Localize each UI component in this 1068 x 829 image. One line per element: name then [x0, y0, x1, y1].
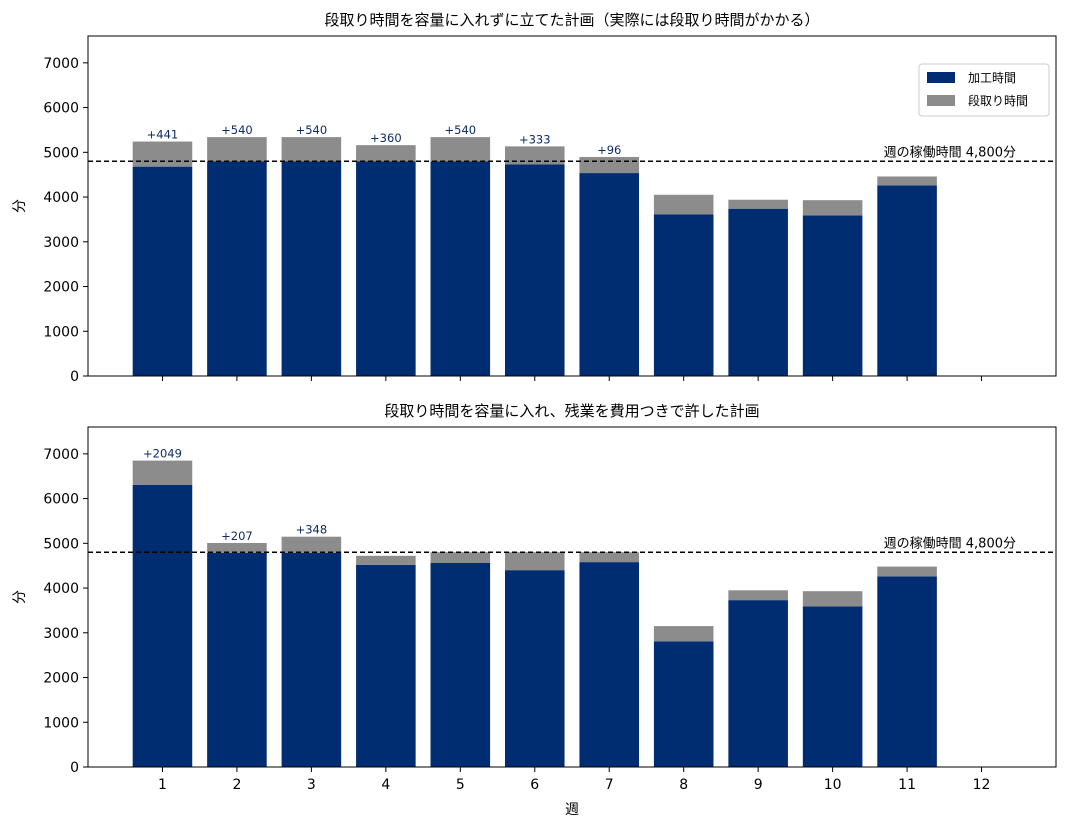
bar-processing-week-2 [207, 161, 267, 376]
bar-setup-week-5 [430, 552, 491, 563]
y-tick-label: 3000 [43, 626, 79, 642]
chart-title: 段取り時間を容量に入れ、残業を費用つきで許した計画 [384, 402, 759, 420]
bar-setup-week-6 [504, 552, 565, 571]
y-tick-label: 7000 [43, 447, 79, 463]
y-tick-label: 1000 [43, 324, 79, 340]
bar-processing-week-4 [356, 564, 416, 767]
x-axis-label: 週 [565, 802, 579, 818]
bar-processing-week-9 [728, 208, 788, 376]
bar-setup-week-7 [579, 156, 640, 174]
bar-processing-week-7 [579, 173, 640, 376]
plot-frame [87, 35, 1057, 377]
legend-label-processing: 加工時間 [968, 71, 1016, 85]
bar-setup-week-9 [728, 199, 788, 209]
chart-title: 段取り時間を容量に入れずに立てた計画（実際には段取り時間がかかる） [324, 11, 819, 29]
y-tick-label: 2000 [43, 280, 79, 296]
y-axis-label: 分 [12, 199, 28, 213]
y-tick-label: 6000 [43, 492, 79, 508]
x-tick-label: 12 [973, 777, 991, 793]
y-tick-label: 1000 [43, 715, 79, 731]
bar-processing-week-1 [132, 166, 193, 376]
bar-processing-week-1 [132, 484, 193, 767]
bar-processing-week-5 [430, 161, 491, 376]
bar-setup-week-5 [430, 137, 491, 162]
y-tick-label: 4000 [43, 581, 79, 597]
overtime-label-week-2: +207 [221, 529, 253, 543]
bar-setup-week-8 [653, 626, 714, 642]
x-tick-label: 11 [898, 777, 916, 793]
y-tick-label: 3000 [43, 235, 79, 251]
bar-processing-week-6 [504, 164, 565, 376]
legend-label-setup: 段取り時間 [968, 93, 1028, 108]
x-tick-label: 4 [381, 777, 390, 793]
overtime-label-week-1: +441 [147, 128, 179, 142]
y-tick-label: 2000 [43, 671, 79, 687]
bar-setup-week-1 [132, 460, 193, 485]
overtime-label-week-6: +333 [519, 132, 551, 146]
overtime-label-week-5: +540 [445, 123, 477, 137]
x-tick-label: 9 [754, 777, 763, 793]
bar-setup-week-10 [802, 591, 863, 607]
overtime-label-week-1: +2049 [143, 447, 182, 461]
bar-setup-week-4 [356, 145, 416, 162]
x-tick-label: 7 [605, 777, 614, 793]
x-tick-label: 5 [456, 777, 465, 793]
bar-setup-week-9 [728, 590, 788, 601]
bar-processing-week-9 [728, 600, 788, 767]
y-tick-label: 4000 [43, 190, 79, 206]
bar-setup-week-1 [132, 141, 193, 167]
legend-swatch-processing [927, 72, 955, 83]
bar-setup-week-2 [207, 137, 267, 162]
y-tick-label: 5000 [43, 536, 79, 552]
overtime-label-week-4: +360 [370, 131, 402, 145]
capacity-line-label: 週の稼働時間 4,800分 [884, 536, 1016, 551]
bar-setup-week-2 [207, 543, 267, 553]
bar-processing-week-4 [356, 161, 416, 376]
bar-processing-week-11 [877, 185, 937, 376]
bar-processing-week-8 [653, 214, 714, 376]
plot-frame [87, 426, 1057, 768]
y-tick-label: 0 [70, 369, 79, 385]
capacity-line-label: 週の稼働時間 4,800分 [884, 145, 1016, 160]
bar-setup-week-3 [281, 536, 342, 553]
bar-setup-week-11 [877, 176, 937, 186]
x-tick-label: 3 [307, 777, 316, 793]
bar-setup-week-3 [281, 137, 342, 162]
bar-processing-week-10 [802, 215, 863, 376]
overtime-label-week-7: +96 [597, 143, 621, 157]
bar-setup-week-8 [653, 194, 714, 215]
x-tick-label: 8 [679, 777, 688, 793]
y-tick-label: 7000 [43, 56, 79, 72]
bar-processing-week-2 [207, 552, 267, 767]
bar-setup-week-7 [579, 552, 640, 563]
chart-panel-2: 段取り時間を容量に入れ、残業を費用つきで許した計画 +2049 +207 +348 週の… [12, 402, 1057, 818]
overtime-label-week-3: +540 [296, 123, 328, 137]
x-tick-label: 10 [824, 777, 842, 793]
y-axis-label: 分 [12, 590, 28, 604]
y-tick-label: 6000 [43, 101, 79, 117]
bar-processing-week-6 [504, 570, 565, 767]
chart-panel-1: 段取り時間を容量に入れずに立てた計画（実際には段取り時間がかかる） +441 +54… [12, 11, 1057, 385]
bar-processing-week-7 [579, 562, 640, 767]
bar-processing-week-3 [281, 161, 342, 376]
bar-processing-week-8 [653, 641, 714, 767]
bar-setup-week-6 [504, 146, 565, 165]
overtime-label-week-3: +348 [296, 523, 328, 537]
bar-processing-week-3 [281, 552, 342, 767]
x-tick-label: 6 [530, 777, 539, 793]
bar-processing-week-11 [877, 576, 937, 767]
x-tick-label: 2 [232, 777, 241, 793]
bar-processing-week-5 [430, 563, 491, 767]
legend-swatch-setup [927, 95, 955, 106]
bar-setup-week-10 [802, 200, 863, 216]
bar-setup-week-4 [356, 555, 416, 565]
bar-setup-week-11 [877, 566, 937, 577]
bar-processing-week-10 [802, 606, 863, 767]
y-tick-label: 5000 [43, 145, 79, 161]
x-tick-label: 1 [158, 777, 167, 793]
y-tick-label: 0 [70, 760, 79, 776]
overtime-label-week-2: +540 [221, 123, 253, 137]
